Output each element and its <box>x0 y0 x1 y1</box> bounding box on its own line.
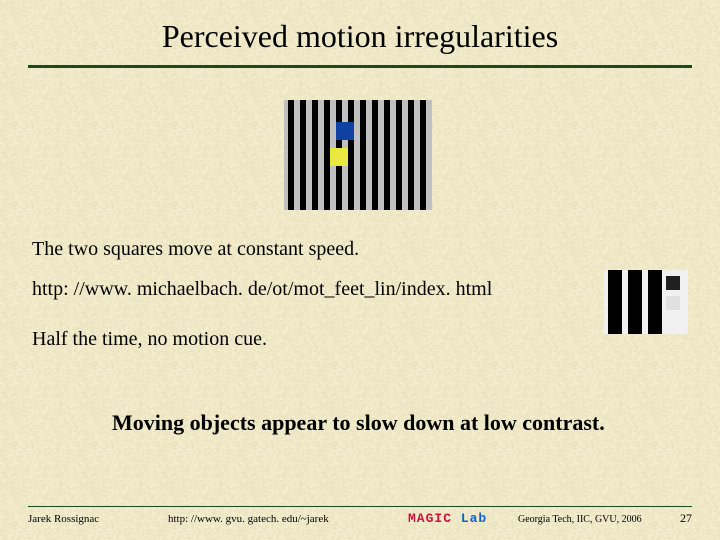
caption-line-1: The two squares move at constant speed. <box>32 238 359 261</box>
footer-row: Jarek Rossignac http: //www. gvu. gatech… <box>28 511 692 526</box>
slide-footer: Jarek Rossignac http: //www. gvu. gatech… <box>0 506 720 526</box>
slide: Perceived motion irregularities The two … <box>0 0 720 540</box>
footer-rule <box>28 506 692 507</box>
reference-url: http: //www. michaelbach. de/ot/mot_feet… <box>32 278 492 301</box>
stepping-feet-thumbnail <box>604 270 688 334</box>
footer-page-number: 27 <box>668 511 692 526</box>
title-rule <box>28 65 692 68</box>
footer-author: Jarek Rossignac <box>28 513 168 525</box>
stepping-feet-illusion <box>284 100 432 210</box>
footer-lab: MAGIC Lab <box>408 511 518 526</box>
caption-line-2: Half the time, no motion cue. <box>32 328 267 351</box>
footer-lab-magic: MAGIC <box>408 511 452 526</box>
conclusion-text: Moving objects appear to slow down at lo… <box>112 410 605 436</box>
footer-url: http: //www. gvu. gatech. edu/~jarek <box>168 513 408 525</box>
slide-title: Perceived motion irregularities <box>28 18 692 55</box>
footer-lab-lab: Lab <box>452 511 487 526</box>
footer-org: Georgia Tech, IIC, GVU, 2006 <box>518 514 668 525</box>
